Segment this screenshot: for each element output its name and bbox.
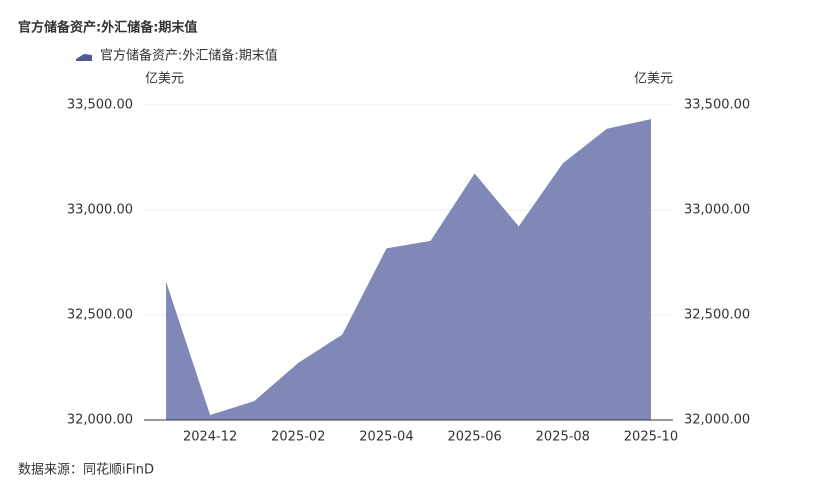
y-tick-label: 33,000.00 [67, 203, 133, 218]
x-tick-label: 2025-06 [447, 430, 501, 445]
source-note: 数据来源：同花顺iFinD [18, 462, 154, 478]
x-tick-label: 2025-08 [536, 430, 590, 445]
x-tick-label: 2024-12 [183, 430, 237, 445]
y2-tick-label: 33,000.00 [684, 203, 750, 218]
y2-tick-label: 32,000.00 [684, 413, 750, 428]
legend-label: 官方储备资产:外汇储备:期末值 [100, 48, 278, 64]
y-axis-unit: 亿美元 [145, 72, 184, 87]
legend-icon [76, 54, 92, 61]
y2-tick-label: 33,500.00 [684, 98, 750, 113]
x-tick-label: 2025-10 [624, 430, 678, 445]
area [166, 119, 651, 420]
y2-axis-unit: 亿美元 [634, 72, 673, 87]
y-tick-label: 32,500.00 [67, 308, 133, 323]
y-tick-label: 32,000.00 [67, 413, 133, 428]
chart-title: 官方储备资产:外汇储备:期末值 [18, 20, 197, 36]
x-tick-label: 2025-02 [271, 430, 325, 445]
x-tick-label: 2025-04 [359, 430, 413, 445]
y-tick-label: 33,500.00 [67, 98, 133, 113]
y2-tick-label: 32,500.00 [684, 308, 750, 323]
